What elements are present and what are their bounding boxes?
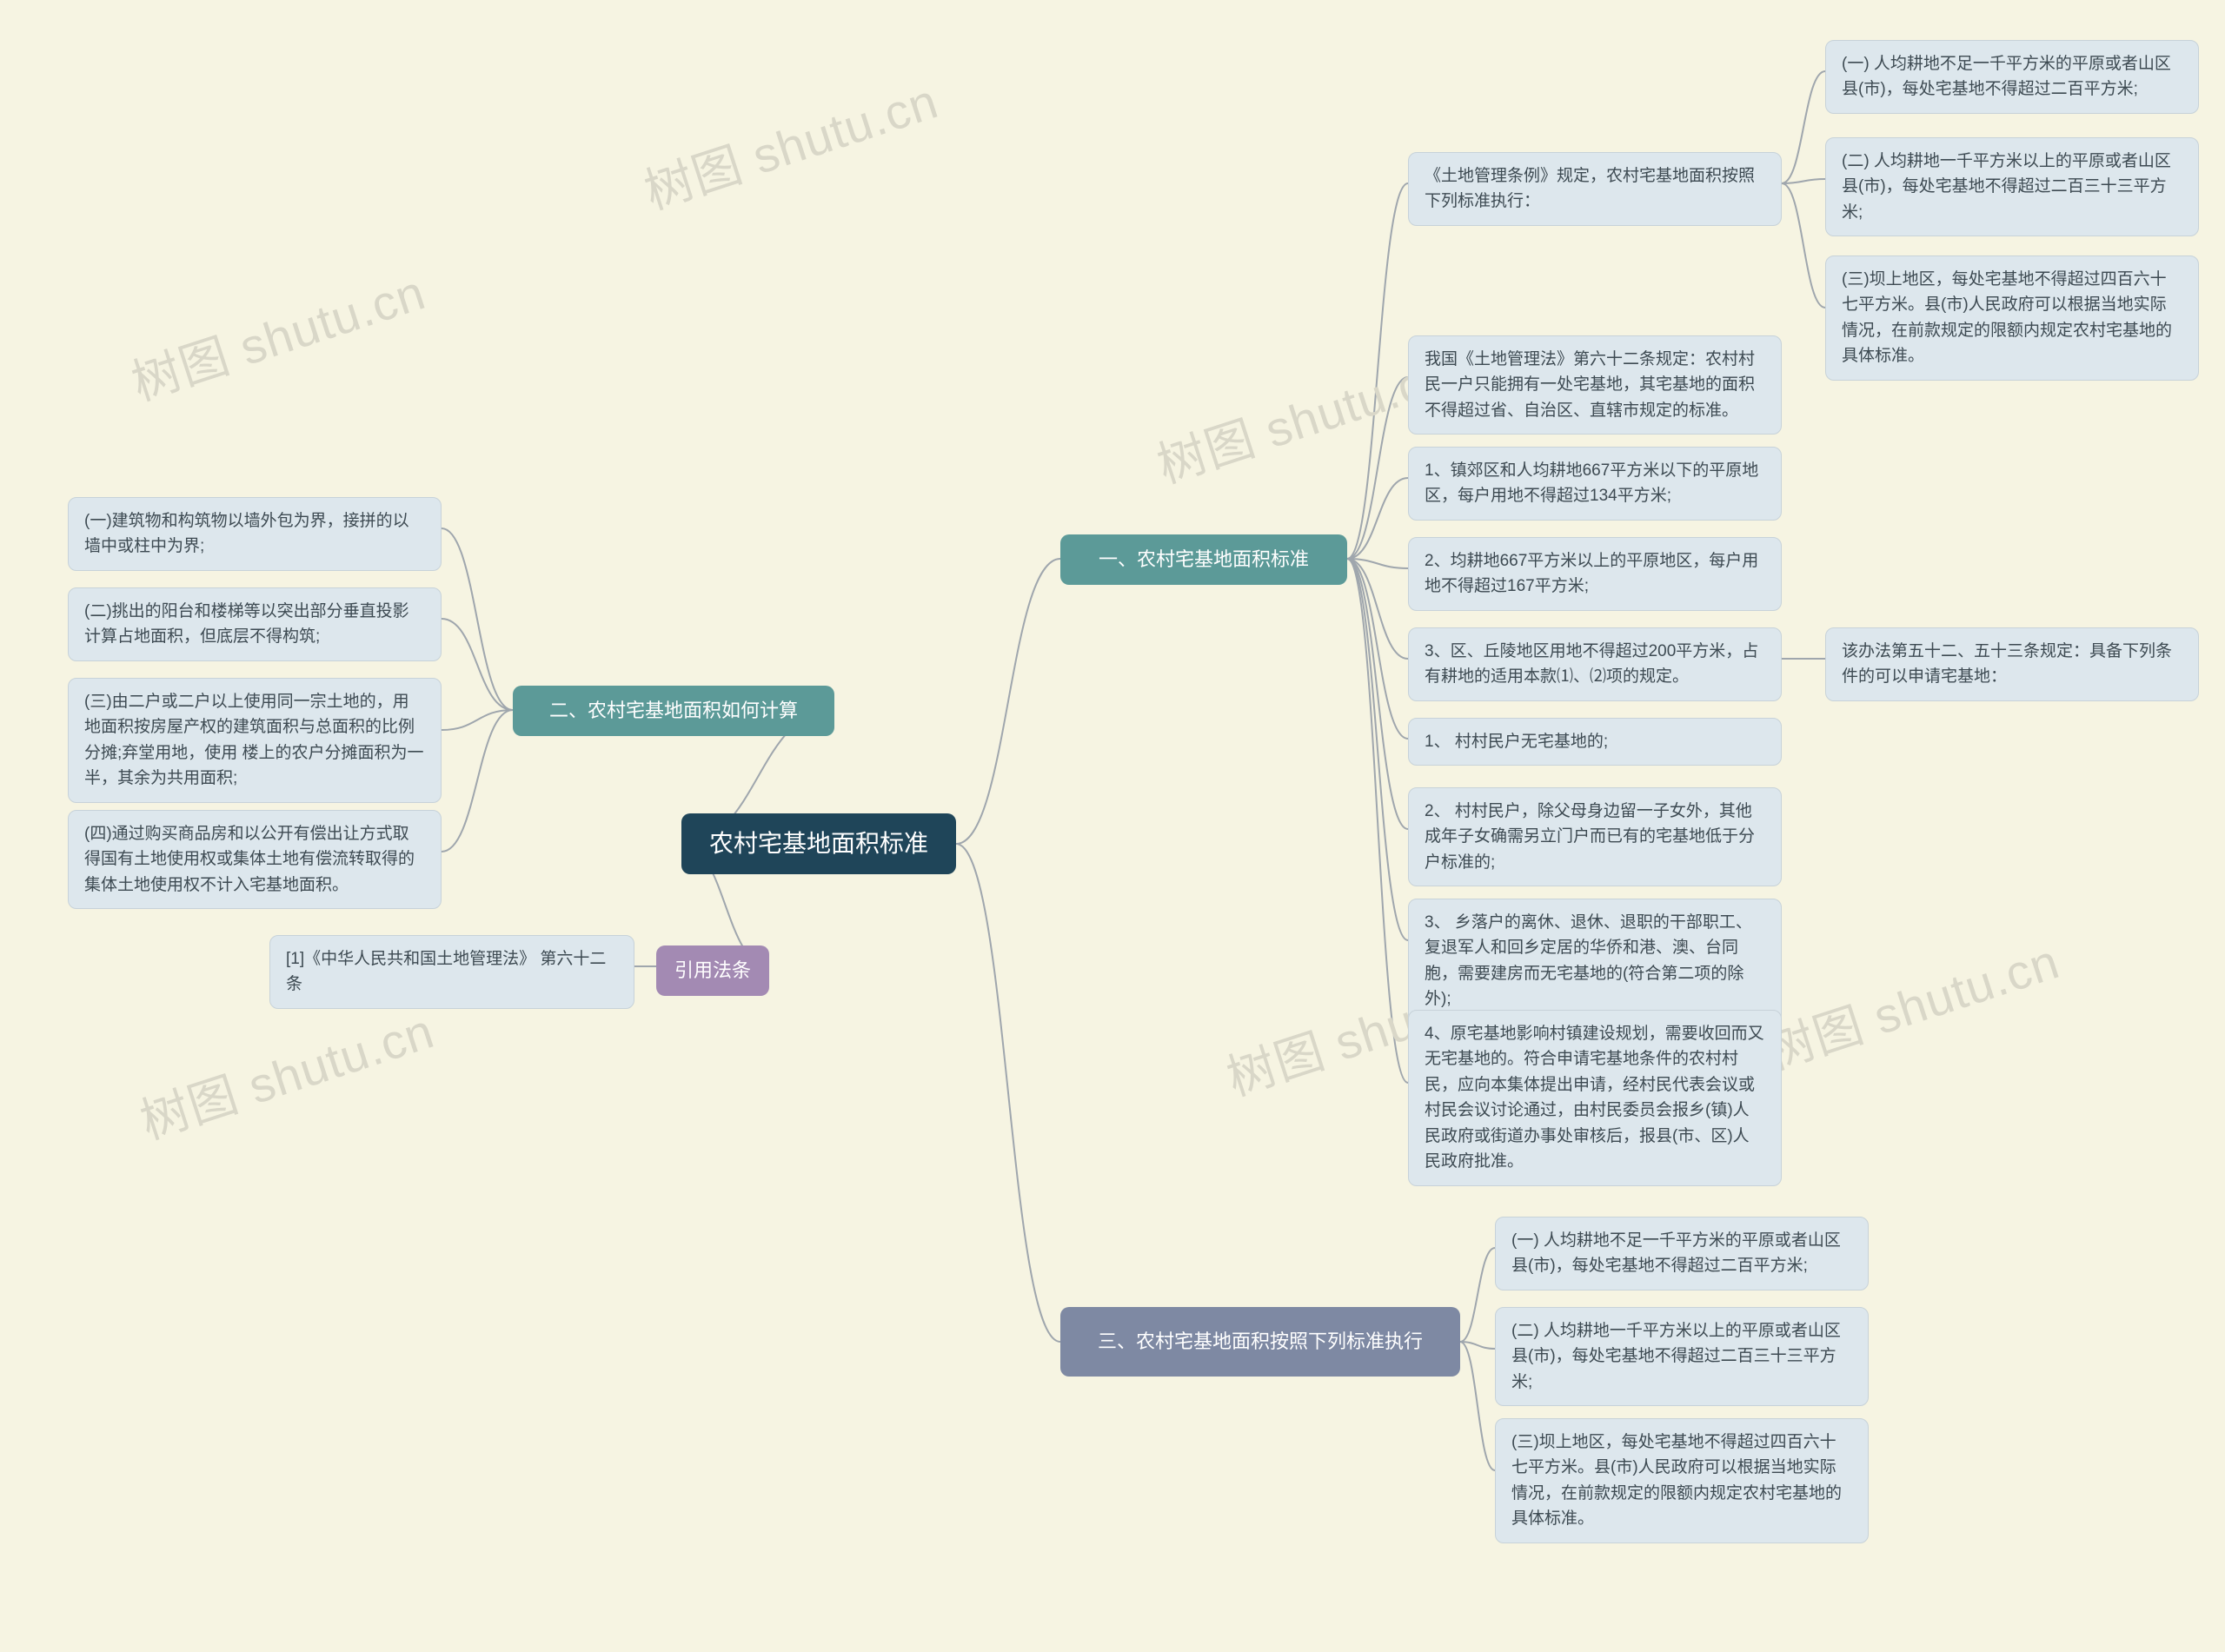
node-l1_1c[interactable]: (三)坝上地区，每处宅基地不得超过四百六十七平方米。县(市)人民政府可以根据当地… xyxy=(1825,255,2199,381)
edge-b1-l1_3 xyxy=(1347,478,1408,559)
node-l1_4[interactable]: 2、均耕地667平方米以上的平原地区，每户用地不得超过167平方米; xyxy=(1408,537,1782,611)
node-l1_1a[interactable]: (一) 人均耕地不足一千平方米的平原或者山区县(市)，每处宅基地不得超过二百平方… xyxy=(1825,40,2199,114)
watermark: 树图 shutu.cn xyxy=(1756,923,2067,1084)
node-l1_8[interactable]: 3、 乡落户的离休、退休、退职的干部职工、复退军人和回乡定居的华侨和港、澳、台同… xyxy=(1408,899,1782,1024)
edge-l1_1-l1_1b xyxy=(1782,179,1825,183)
edge-b1-l1_9 xyxy=(1347,559,1408,1083)
node-l1_1[interactable]: 《土地管理条例》规定，农村宅基地面积按照下列标准执行： xyxy=(1408,152,1782,226)
node-l1_2[interactable]: 我国《土地管理法》第六十二条规定：农村村民一户只能拥有一处宅基地，其宅基地的面积… xyxy=(1408,335,1782,435)
node-l1_5[interactable]: 3、区、丘陵地区用地不得超过200平方米，占有耕地的适用本款⑴、⑵项的规定。 xyxy=(1408,627,1782,701)
node-l1_7[interactable]: 2、 村村民户，除父母身边留一子女外，其他成年子女确需另立门户而已有的宅基地低于… xyxy=(1408,787,1782,886)
watermark: 树图 shutu.cn xyxy=(130,992,442,1153)
node-l1_3[interactable]: 1、镇郊区和人均耕地667平方米以下的平原地区，每户用地不得超过134平方米; xyxy=(1408,447,1782,521)
node-l2b[interactable]: (二)挑出的阳台和楼梯等以突出部分垂直投影计算占地面积，但底层不得构筑; xyxy=(68,587,442,661)
node-l1_9[interactable]: 4、原宅基地影响村镇建设规划，需要收回而又无宅基地的。符合申请宅基地条件的农村村… xyxy=(1408,1010,1782,1186)
node-l3b[interactable]: (二) 人均耕地一千平方米以上的平原或者山区县(市)，每处宅基地不得超过二百三十… xyxy=(1495,1307,1869,1406)
watermark: 树图 shutu.cn xyxy=(634,63,946,223)
edge-b2-l2d xyxy=(442,710,513,852)
node-b2[interactable]: 二、农村宅基地面积如何计算 xyxy=(513,686,834,736)
edge-b1-l1_4 xyxy=(1347,559,1408,568)
edge-b3-l3a xyxy=(1460,1248,1495,1342)
node-l2d[interactable]: (四)通过购买商品房和以公开有偿出让方式取得国有土地使用权或集体土地有偿流转取得… xyxy=(68,810,442,909)
edge-b3-l3b xyxy=(1460,1342,1495,1349)
node-l2a[interactable]: (一)建筑物和构筑物以墙外包为界，接拼的以墙中或柱中为界; xyxy=(68,497,442,571)
edge-b1-l1_6 xyxy=(1347,559,1408,739)
edge-l1_1-l1_1c xyxy=(1782,183,1825,308)
node-root[interactable]: 农村宅基地面积标准 xyxy=(681,813,956,874)
edge-b2-l2c xyxy=(442,710,513,730)
node-b1[interactable]: 一、农村宅基地面积标准 xyxy=(1060,534,1347,585)
node-l1_6[interactable]: 1、 村村民户无宅基地的; xyxy=(1408,718,1782,766)
node-l1_5a[interactable]: 该办法第五十二、五十三条规定：具备下列条件的可以申请宅基地： xyxy=(1825,627,2199,701)
edge-b1-l1_5 xyxy=(1347,559,1408,659)
edge-b1-l1_2 xyxy=(1347,377,1408,559)
edge-b1-l1_7 xyxy=(1347,559,1408,829)
watermark: 树图 shutu.cn xyxy=(122,254,433,415)
edge-b2-l2b xyxy=(442,619,513,710)
edge-b2-l2a xyxy=(442,528,513,710)
node-b4[interactable]: 引用法条 xyxy=(656,945,769,996)
node-l2c[interactable]: (三)由二户或二户以上使用同一宗土地的，用地面积按房屋产权的建筑面积与总面积的比… xyxy=(68,678,442,803)
node-l3a[interactable]: (一) 人均耕地不足一千平方米的平原或者山区县(市)，每处宅基地不得超过二百平方… xyxy=(1495,1217,1869,1290)
node-l1_1b[interactable]: (二) 人均耕地一千平方米以上的平原或者山区县(市)，每处宅基地不得超过二百三十… xyxy=(1825,137,2199,236)
edge-l1_1-l1_1a xyxy=(1782,71,1825,183)
node-l4a[interactable]: [1]《中华人民共和国土地管理法》 第六十二条 xyxy=(269,935,634,1009)
node-l3c[interactable]: (三)坝上地区，每处宅基地不得超过四百六十七平方米。县(市)人民政府可以根据当地… xyxy=(1495,1418,1869,1543)
edge-root-b1 xyxy=(956,559,1060,844)
edge-b1-l1_8 xyxy=(1347,559,1408,940)
edge-b1-l1_1 xyxy=(1347,183,1408,559)
edge-root-b3 xyxy=(956,844,1060,1342)
mindmap-canvas: 树图 shutu.cn 树图 shutu.cn 树图 shutu.cn 树图 shut… xyxy=(0,0,2225,1652)
node-b3[interactable]: 三、农村宅基地面积按照下列标准执行 xyxy=(1060,1307,1460,1377)
edge-b3-l3c xyxy=(1460,1342,1495,1470)
